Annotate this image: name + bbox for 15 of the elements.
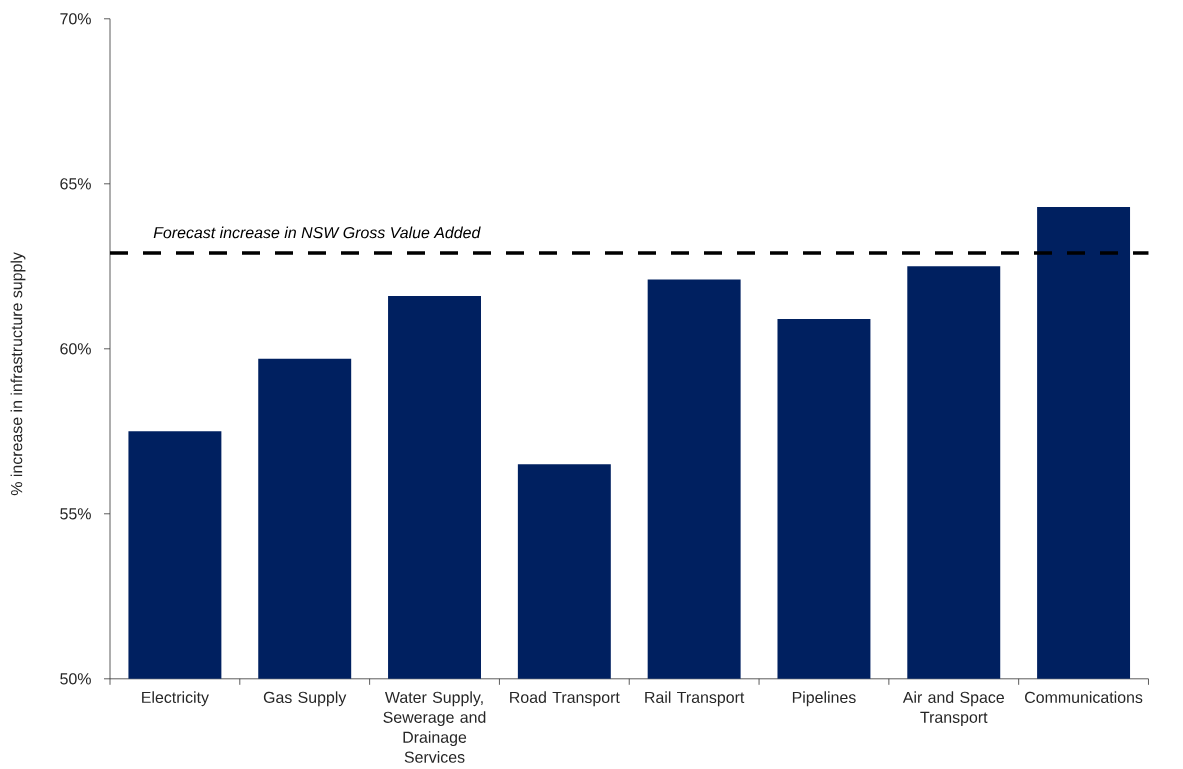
x-tick-label: Water Supply, Sewerage and Drainage Services [383,691,486,763]
x-tick-label: Gas Supply [263,691,347,707]
y-tick-label: 50% [60,673,91,685]
x-tick-label: Communications [1025,691,1143,704]
y-tick-label: 55% [60,508,91,520]
y-tick-label: 65% [60,178,91,190]
x-tick-label: Pipelines [792,691,856,707]
x-tick-label: Rail Transport [645,691,745,707]
y-tick-label: 70% [60,13,91,25]
y-axis-title: % increase in infrastructure supply [10,252,26,496]
x-tick-label: Road Transport [510,691,620,707]
x-tick-label: Air and Space Transport [902,691,1004,727]
ref-line-label: Forecast increase in NSW Gross Value Added [153,226,481,239]
x-tick-label: Electricity [142,691,209,707]
y-tick-label: 60% [60,343,91,355]
